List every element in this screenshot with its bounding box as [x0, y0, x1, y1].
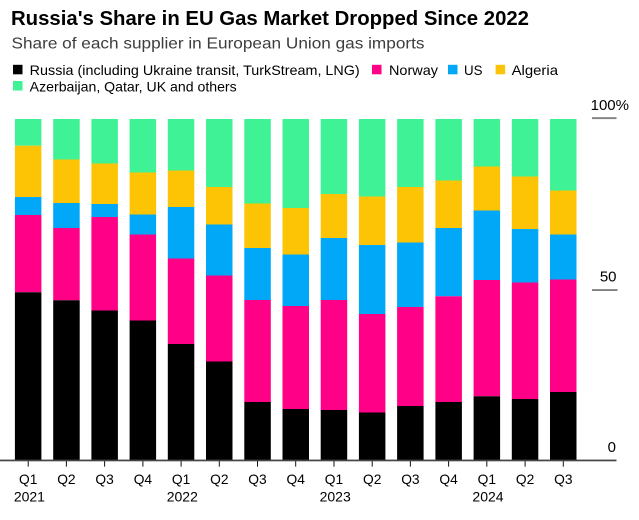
svg-text:Russia's Share in EU Gas Marke: Russia's Share in EU Gas Market Dropped …	[11, 8, 529, 30]
svg-text:2024: 2024	[472, 489, 503, 505]
svg-text:Norway: Norway	[389, 62, 438, 78]
svg-text:Q2: Q2	[57, 472, 75, 487]
svg-text:Azerbaijan, Qatar, UK and othe: Azerbaijan, Qatar, UK and others	[30, 78, 237, 94]
svg-text:2021: 2021	[14, 489, 45, 505]
svg-text:100%: 100%	[591, 97, 629, 114]
svg-text:US: US	[464, 62, 483, 78]
svg-text:Q1: Q1	[19, 472, 37, 487]
svg-text:2023: 2023	[320, 489, 351, 505]
svg-text:Q1: Q1	[325, 472, 343, 487]
svg-text:Q1: Q1	[478, 472, 496, 487]
svg-text:Q3: Q3	[554, 472, 573, 487]
svg-text:Q3: Q3	[95, 472, 114, 487]
svg-text:Q3: Q3	[401, 472, 420, 487]
svg-text:Share of each supplier in Euro: Share of each supplier in European Union…	[12, 35, 425, 52]
svg-text:Q2: Q2	[516, 472, 534, 487]
svg-text:0: 0	[608, 439, 616, 456]
svg-text:Q3: Q3	[248, 472, 267, 487]
svg-text:Algeria: Algeria	[512, 62, 559, 78]
svg-text:Russia (including Ukraine tran: Russia (including Ukraine transit, TurkS…	[30, 62, 360, 78]
svg-text:Q4: Q4	[286, 472, 305, 487]
svg-text:Q2: Q2	[363, 472, 381, 487]
svg-text:Q4: Q4	[134, 472, 153, 487]
svg-text:Q1: Q1	[172, 472, 190, 487]
svg-text:Q4: Q4	[439, 472, 458, 487]
svg-text:50: 50	[600, 268, 617, 285]
svg-text:2022: 2022	[167, 489, 198, 505]
svg-text:Q2: Q2	[210, 472, 228, 487]
